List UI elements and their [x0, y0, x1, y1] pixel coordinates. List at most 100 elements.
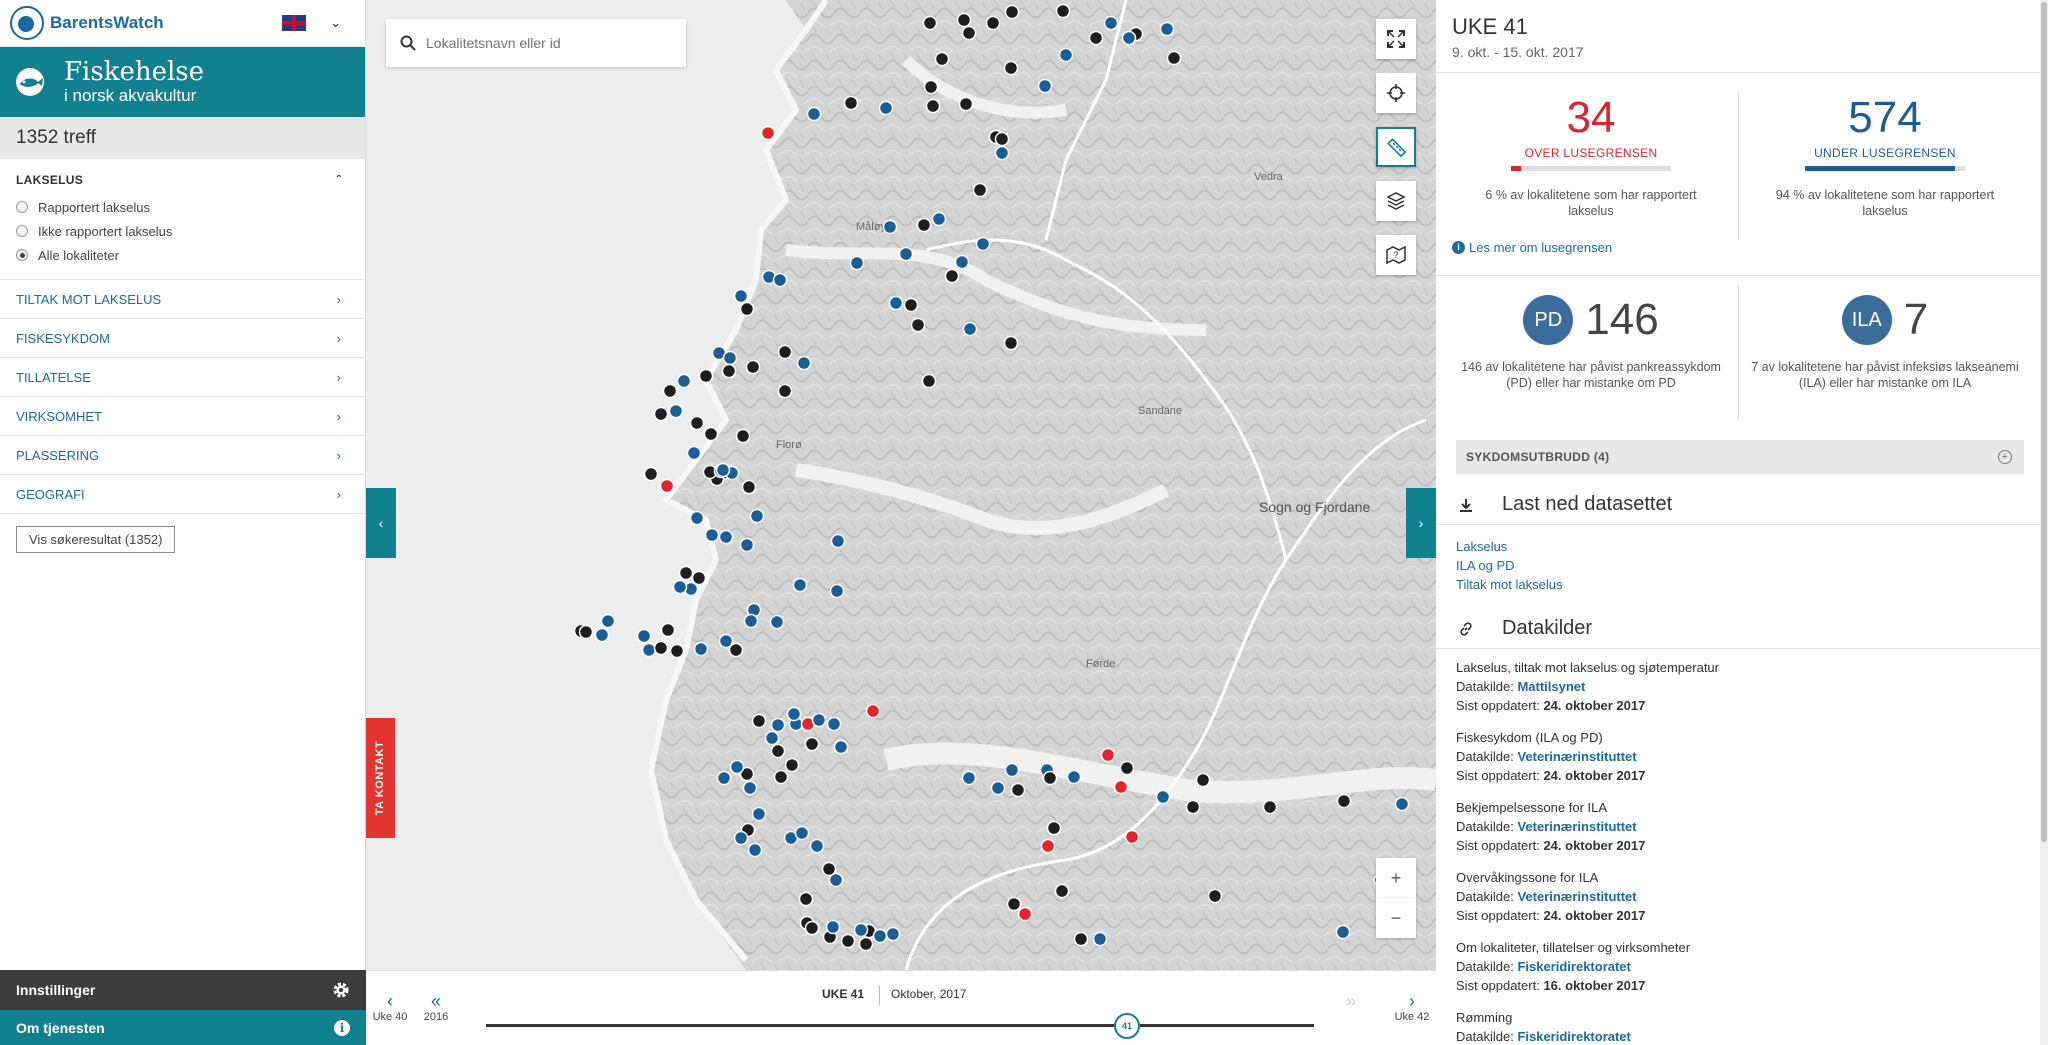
site-marker-other[interactable]: [925, 98, 941, 114]
site-marker-over[interactable]: [1124, 829, 1140, 845]
about-bar[interactable]: Om tjenesten i: [0, 1010, 366, 1045]
lusegrensen-link[interactable]: i Les mer om lusegrensen: [1452, 240, 1612, 255]
site-marker-under[interactable]: [1058, 47, 1074, 63]
site-marker-under[interactable]: [636, 628, 652, 644]
site-marker-under[interactable]: [872, 928, 888, 944]
site-marker-other[interactable]: [777, 383, 793, 399]
site-marker-other[interactable]: [858, 936, 874, 952]
site-marker-under[interactable]: [825, 919, 841, 935]
site-marker-under[interactable]: [806, 106, 822, 122]
site-marker-other[interactable]: [728, 642, 744, 658]
layers-button[interactable]: [1376, 181, 1416, 221]
source-link[interactable]: Veterinærinstituttet: [1517, 889, 1637, 904]
lakselus-header[interactable]: LAKSELUS ˆ: [16, 173, 349, 187]
site-marker-under[interactable]: [689, 510, 705, 526]
site-marker-other[interactable]: [1119, 760, 1135, 776]
site-marker-under[interactable]: [718, 633, 734, 649]
site-marker-other[interactable]: [1010, 782, 1026, 798]
site-marker-under[interactable]: [722, 350, 738, 366]
site-marker-other[interactable]: [958, 96, 974, 112]
site-marker-under[interactable]: [641, 642, 657, 658]
site-marker-under[interactable]: [749, 508, 765, 524]
site-marker-other[interactable]: [662, 383, 678, 399]
site-marker-under[interactable]: [1394, 796, 1410, 812]
timeline-track[interactable]: [486, 1024, 1314, 1027]
map-legend-button[interactable]: ?: [1376, 235, 1416, 275]
info-icon[interactable]: i: [334, 1019, 350, 1036]
site-marker-other[interactable]: [770, 743, 786, 759]
site-marker-under[interactable]: [954, 254, 970, 270]
download-link-lakselus[interactable]: Lakselus: [1456, 539, 1508, 554]
site-marker-other[interactable]: [653, 406, 669, 422]
site-marker-under[interactable]: [594, 627, 610, 643]
panel-scrollbar[interactable]: [2040, 0, 2048, 1045]
site-marker-other[interactable]: [1166, 50, 1182, 66]
source-link[interactable]: Veterinærinstituttet: [1517, 749, 1637, 764]
site-marker-over[interactable]: [760, 125, 776, 141]
site-marker-under[interactable]: [849, 255, 865, 271]
site-marker-over[interactable]: [1113, 779, 1129, 795]
prev-year-button[interactable]: « 2016: [416, 991, 456, 1023]
site-marker-other[interactable]: [777, 344, 793, 360]
site-marker-under[interactable]: [729, 759, 745, 775]
site-marker-under[interactable]: [830, 533, 846, 549]
site-marker-other[interactable]: [840, 933, 856, 949]
site-marker-other[interactable]: [739, 301, 755, 317]
uk-flag-icon[interactable]: [282, 15, 307, 31]
source-link[interactable]: Veterinærinstituttet: [1517, 819, 1637, 834]
site-marker-under[interactable]: [693, 641, 709, 657]
site-marker-other[interactable]: [1006, 896, 1022, 912]
site-marker-other[interactable]: [1185, 799, 1201, 815]
site-marker-other[interactable]: [1207, 888, 1223, 904]
site-marker-other[interactable]: [678, 565, 694, 581]
site-marker-other[interactable]: [843, 95, 859, 111]
site-marker-under[interactable]: [826, 716, 842, 732]
site-marker-under[interactable]: [733, 288, 749, 304]
site-marker-over[interactable]: [1017, 906, 1033, 922]
site-marker-other[interactable]: [1073, 931, 1089, 947]
site-marker-under[interactable]: [990, 780, 1006, 796]
zoom-in-button[interactable]: +: [1376, 858, 1416, 898]
site-marker-under[interactable]: [764, 730, 780, 746]
site-marker-under[interactable]: [1092, 931, 1108, 947]
site-marker-other[interactable]: [972, 182, 988, 198]
site-marker-under[interactable]: [1103, 15, 1119, 31]
site-marker-under[interactable]: [878, 100, 894, 116]
gear-icon[interactable]: [332, 981, 350, 999]
site-marker-under[interactable]: [600, 613, 616, 629]
site-marker-under[interactable]: [1004, 762, 1020, 778]
site-marker-other[interactable]: [1003, 335, 1019, 351]
site-marker-other[interactable]: [745, 359, 761, 375]
site-marker-other[interactable]: [798, 891, 814, 907]
measure-button[interactable]: [1376, 127, 1416, 167]
site-marker-other[interactable]: [1195, 772, 1211, 788]
site-marker-under[interactable]: [833, 739, 849, 755]
zoom-out-button[interactable]: −: [1376, 898, 1416, 938]
site-marker-other[interactable]: [773, 769, 789, 785]
site-marker-other[interactable]: [804, 736, 820, 752]
download-link-tiltak[interactable]: Tiltak mot lakselus: [1456, 577, 1563, 592]
site-marker-other[interactable]: [653, 640, 669, 656]
sykdomsutbrudd-accordion[interactable]: SYKDOMSUTBRUDD (4) +: [1456, 440, 2024, 474]
site-marker-under[interactable]: [733, 830, 749, 846]
site-marker-over[interactable]: [659, 478, 675, 494]
site-markers[interactable]: [573, 3, 1410, 952]
site-marker-other[interactable]: [934, 51, 950, 67]
site-marker-under[interactable]: [794, 825, 810, 841]
site-marker-other[interactable]: [1054, 883, 1070, 899]
site-marker-other[interactable]: [956, 12, 972, 28]
site-marker-under[interactable]: [994, 145, 1010, 161]
site-marker-under[interactable]: [829, 583, 845, 599]
site-marker-under[interactable]: [718, 529, 734, 545]
site-marker-other[interactable]: [921, 373, 937, 389]
site-marker-over[interactable]: [1100, 747, 1116, 763]
locate-button[interactable]: [1376, 73, 1416, 113]
site-marker-under[interactable]: [828, 872, 844, 888]
site-marker-other[interactable]: [804, 920, 820, 936]
site-marker-other[interactable]: [903, 297, 919, 313]
site-marker-other[interactable]: [691, 570, 707, 586]
settings-bar[interactable]: Innstillinger: [0, 970, 366, 1010]
site-marker-other[interactable]: [669, 643, 685, 659]
site-marker-under[interactable]: [686, 445, 702, 461]
site-marker-other[interactable]: [985, 15, 1001, 31]
